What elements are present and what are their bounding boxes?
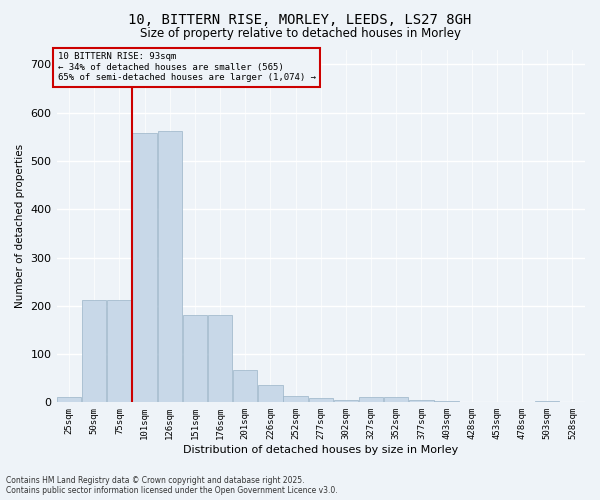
Bar	[133, 133, 157, 402]
Y-axis label: Number of detached properties: Number of detached properties	[15, 144, 25, 308]
Bar	[158, 131, 182, 402]
Text: 10, BITTERN RISE, MORLEY, LEEDS, LS27 8GH: 10, BITTERN RISE, MORLEY, LEEDS, LS27 8G…	[128, 12, 472, 26]
Bar	[107, 300, 131, 402]
Bar	[57, 396, 82, 402]
Bar	[359, 396, 383, 402]
Bar	[82, 300, 106, 402]
Bar	[208, 316, 232, 402]
Text: Size of property relative to detached houses in Morley: Size of property relative to detached ho…	[139, 28, 461, 40]
Bar	[308, 398, 333, 402]
Bar	[334, 400, 358, 402]
Bar	[283, 396, 308, 402]
Bar	[434, 401, 459, 402]
Bar	[233, 370, 257, 402]
Bar	[183, 316, 207, 402]
Text: 10 BITTERN RISE: 93sqm
← 34% of detached houses are smaller (565)
65% of semi-de: 10 BITTERN RISE: 93sqm ← 34% of detached…	[58, 52, 316, 82]
Text: Contains HM Land Registry data © Crown copyright and database right 2025.
Contai: Contains HM Land Registry data © Crown c…	[6, 476, 338, 495]
Bar	[384, 396, 409, 402]
Bar	[535, 401, 559, 402]
Bar	[258, 386, 283, 402]
X-axis label: Distribution of detached houses by size in Morley: Distribution of detached houses by size …	[183, 445, 458, 455]
Bar	[409, 400, 434, 402]
